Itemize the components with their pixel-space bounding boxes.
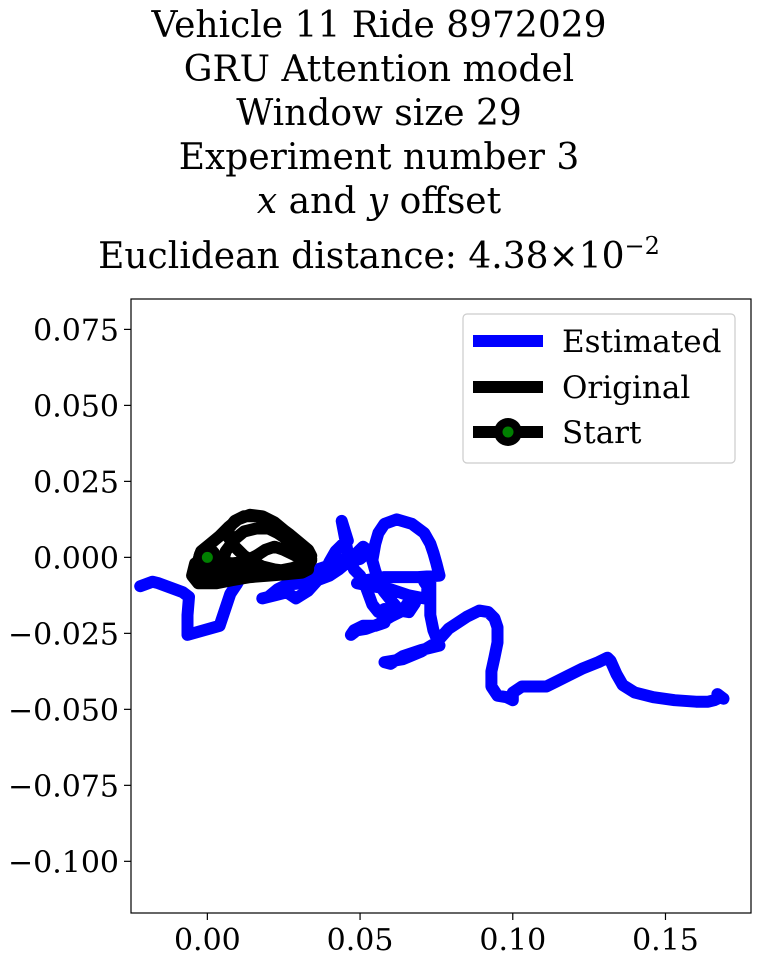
legend-label-start: Start bbox=[562, 415, 642, 451]
legend-label-original: Original bbox=[562, 370, 690, 406]
y-tick-label: 0.050 bbox=[33, 389, 119, 424]
title-x-symbol: x bbox=[256, 181, 278, 222]
series-line-estimated bbox=[134, 513, 730, 708]
legend: Estimated Original Start bbox=[462, 313, 736, 464]
series-layer bbox=[134, 508, 730, 708]
legend-label-estimated: Estimated bbox=[562, 324, 721, 360]
title-line-experiment: Experiment number 3 bbox=[178, 137, 580, 178]
y-tick-label: −0.025 bbox=[8, 617, 119, 652]
title-distance-mantissa: 4.38 bbox=[468, 236, 549, 277]
legend-start-marker-fill bbox=[502, 426, 514, 438]
title-y-symbol: y bbox=[367, 181, 389, 222]
title-line-model: GRU Attention model bbox=[183, 49, 575, 90]
title-and-word: and bbox=[277, 181, 368, 222]
y-tick-label: −0.075 bbox=[8, 769, 119, 804]
start-marker-center bbox=[201, 551, 213, 563]
y-axis: 0.075 0.050 0.025 0.000 −0.025 −0.050 −0.075 −0… bbox=[8, 313, 131, 880]
y-tick-label: −0.100 bbox=[8, 845, 119, 880]
x-axis: 0.00 0.05 0.10 0.15 bbox=[174, 913, 699, 958]
title-line-distance: Euclidean distance: 4.38×10−2 bbox=[0, 224, 758, 279]
x-tick-label: 0.00 bbox=[174, 923, 241, 958]
legend-box bbox=[462, 313, 736, 464]
title-distance-text: Euclidean distance: bbox=[98, 236, 469, 277]
chart-title: Vehicle 11 Ride 8972029 GRU Attention mo… bbox=[0, 4, 758, 279]
x-tick-label: 0.10 bbox=[479, 923, 546, 958]
title-offset-word: offset bbox=[388, 181, 502, 222]
title-distance-exponent: −2 bbox=[624, 232, 660, 260]
y-tick-label: 0.000 bbox=[33, 541, 119, 576]
y-tick-label: 0.025 bbox=[33, 465, 119, 500]
x-tick-label: 0.05 bbox=[327, 923, 394, 958]
y-tick-label: −0.050 bbox=[8, 693, 119, 728]
y-tick-label: 0.075 bbox=[33, 313, 119, 348]
title-distance-base: 10 bbox=[578, 236, 625, 277]
title-distance-times: × bbox=[548, 236, 579, 277]
title-line-window: Window size 29 bbox=[236, 93, 522, 134]
x-tick-label: 0.15 bbox=[632, 923, 699, 958]
axes-frame bbox=[130, 298, 752, 914]
title-line-vehicle: Vehicle 11 Ride 8972029 bbox=[151, 5, 607, 46]
series-line-original bbox=[186, 508, 318, 590]
title-line-offset: x and y offset bbox=[0, 180, 758, 224]
